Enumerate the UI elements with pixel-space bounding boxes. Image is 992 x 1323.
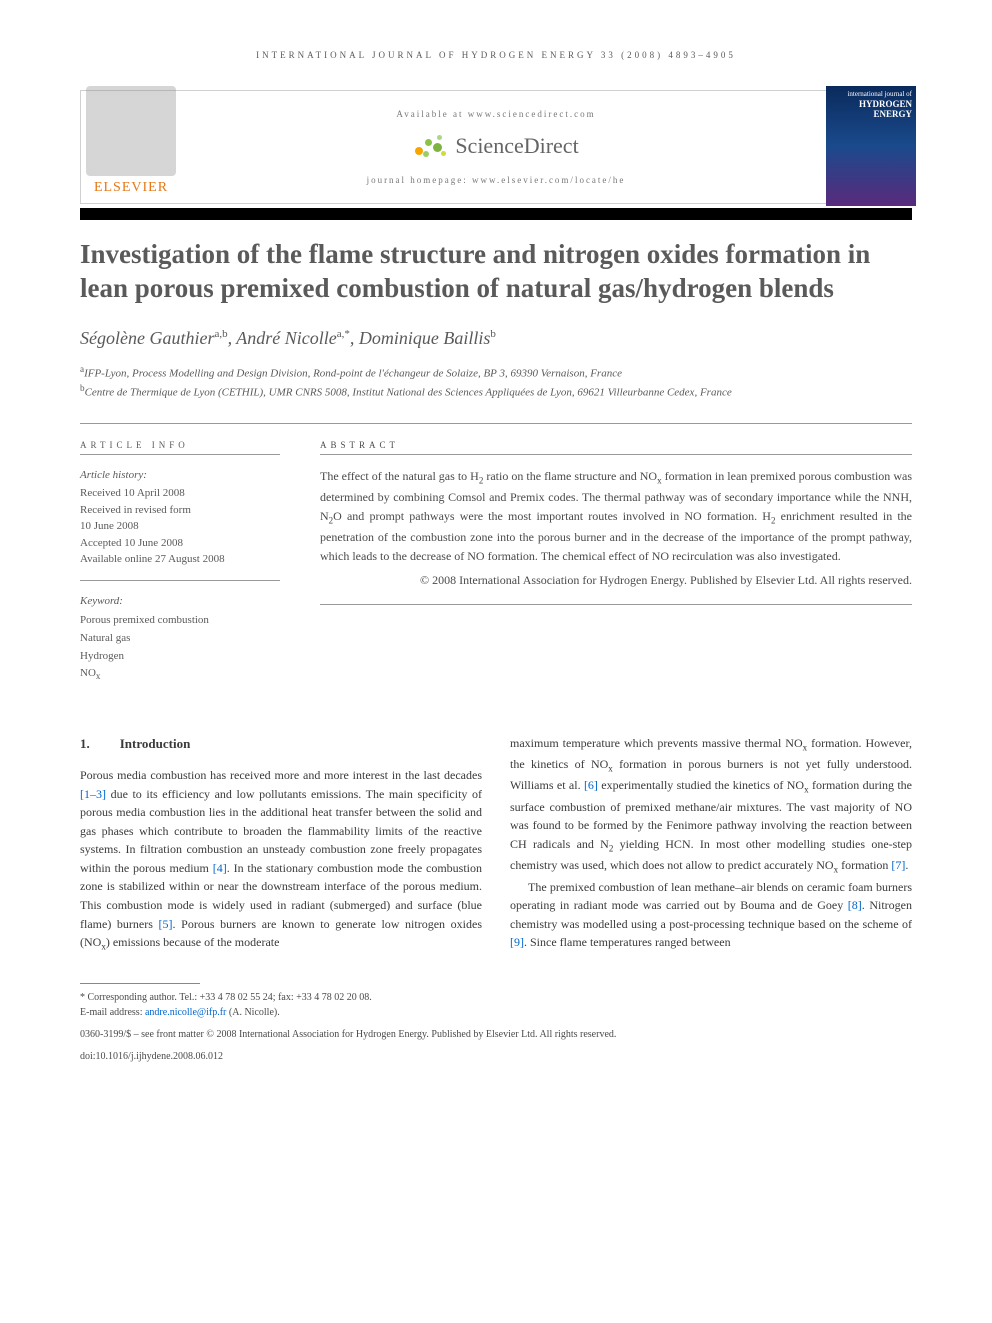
abstract-heading: ABSTRACT <box>320 440 912 455</box>
article-title: Investigation of the flame structure and… <box>80 238 912 306</box>
email-line: E-mail address: andre.nicolle@ifp.fr (A.… <box>80 1005 912 1020</box>
keyword: NOx <box>80 665 280 684</box>
keywords-block: Keyword: Porous premixed combustion Natu… <box>80 593 280 684</box>
sciencedirect-dots-icon <box>413 133 449 159</box>
abstract-column: ABSTRACT The effect of the natural gas t… <box>320 440 912 684</box>
front-matter-line: 0360-3199/$ – see front matter © 2008 In… <box>80 1028 912 1042</box>
ref-link-1-3[interactable]: [1–3] <box>80 787 106 801</box>
top-banner: ELSEVIER international journal of HYDROG… <box>80 90 912 204</box>
history-line: Accepted 10 June 2008 <box>80 535 280 552</box>
section-title: Introduction <box>120 734 191 754</box>
ref-link-7[interactable]: [7] <box>891 858 905 872</box>
doi-line: doi:10.1016/j.ijhydene.2008.06.012 <box>80 1050 912 1064</box>
journal-homepage-text: journal homepage: www.elsevier.com/locat… <box>81 175 911 185</box>
keyword: Porous premixed combustion <box>80 612 280 630</box>
paragraph-1: Porous media combustion has received mor… <box>80 766 482 955</box>
elsevier-tree-icon <box>86 86 176 176</box>
column-left: 1. Introduction Porous media combustion … <box>80 734 482 955</box>
page: INTERNATIONAL JOURNAL OF HYDROGEN ENERGY… <box>0 0 992 1104</box>
body-columns: 1. Introduction Porous media combustion … <box>80 734 912 955</box>
keyword: Natural gas <box>80 630 280 648</box>
cover-title: HYDROGEN ENERGY <box>830 100 912 120</box>
footnote-separator <box>80 983 200 984</box>
article-info-column: ARTICLE INFO Article history: Received 1… <box>80 440 280 684</box>
affiliation-b: bCentre de Thermique de Lyon (CETHIL), U… <box>80 382 912 401</box>
column-right: maximum temperature which prevents massi… <box>510 734 912 955</box>
keywords-label: Keyword: <box>80 593 280 611</box>
corresponding-author-note: * Corresponding author. Tel.: +33 4 78 0… <box>80 990 912 1005</box>
paragraph-2: maximum temperature which prevents massi… <box>510 734 912 878</box>
section-1-heading: 1. Introduction <box>80 734 482 754</box>
section-number: 1. <box>80 734 90 754</box>
author-2: André Nicollea,* <box>236 328 350 348</box>
keyword: Hydrogen <box>80 648 280 666</box>
author-1: Ségolène Gauthiera,b <box>80 328 228 348</box>
info-abstract-row: ARTICLE INFO Article history: Received 1… <box>80 423 912 684</box>
article-info-heading: ARTICLE INFO <box>80 440 280 455</box>
banner-center: Available at www.sciencedirect.com Scien… <box>81 109 911 185</box>
abstract-text: The effect of the natural gas to H2 rati… <box>320 467 912 605</box>
ref-link-9[interactable]: [9] <box>510 935 524 949</box>
history-line: Available online 27 August 2008 <box>80 551 280 568</box>
abstract-copyright: © 2008 International Association for Hyd… <box>320 571 912 590</box>
history-line: Received 10 April 2008 <box>80 485 280 502</box>
author-3: Dominique Baillisb <box>359 328 496 348</box>
affiliations: aIFP-Lyon, Process Modelling and Design … <box>80 363 912 401</box>
history-line: Received in revised form <box>80 502 280 519</box>
available-at-text: Available at www.sciencedirect.com <box>81 109 911 119</box>
black-divider-bar <box>80 208 912 220</box>
sciencedirect-logo: ScienceDirect <box>413 133 578 159</box>
history-label: Article history: <box>80 467 280 484</box>
authors-line: Ségolène Gauthiera,b, André Nicollea,*, … <box>80 328 912 349</box>
ref-link-8[interactable]: [8] <box>848 898 862 912</box>
ref-link-4[interactable]: [4] <box>213 861 227 875</box>
paragraph-3: The premixed combustion of lean methane–… <box>510 878 912 952</box>
article-history-block: Article history: Received 10 April 2008 … <box>80 467 280 581</box>
ref-link-5[interactable]: [5] <box>159 917 173 931</box>
sciencedirect-text: ScienceDirect <box>455 133 578 159</box>
email-link[interactable]: andre.nicolle@ifp.fr <box>145 1007 226 1018</box>
elsevier-text: ELSEVIER <box>76 180 186 196</box>
ref-link-6[interactable]: [6] <box>584 778 598 792</box>
footnotes: * Corresponding author. Tel.: +33 4 78 0… <box>80 990 912 1020</box>
elsevier-logo: ELSEVIER <box>76 86 186 196</box>
history-line: 10 June 2008 <box>80 518 280 535</box>
journal-cover-thumbnail: international journal of HYDROGEN ENERGY <box>826 86 916 206</box>
affiliation-a: aIFP-Lyon, Process Modelling and Design … <box>80 363 912 382</box>
running-header: INTERNATIONAL JOURNAL OF HYDROGEN ENERGY… <box>80 50 912 60</box>
cover-top-text: international journal of <box>830 90 912 98</box>
